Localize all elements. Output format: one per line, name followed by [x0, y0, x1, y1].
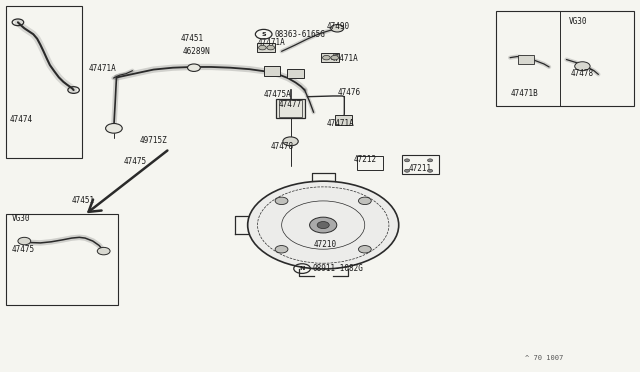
Circle shape: [275, 246, 288, 253]
Bar: [276, 99, 305, 118]
Circle shape: [275, 197, 288, 205]
Bar: [257, 43, 275, 52]
Circle shape: [97, 247, 110, 255]
FancyArrowPatch shape: [88, 151, 168, 212]
Circle shape: [404, 159, 410, 162]
Circle shape: [188, 64, 200, 71]
Text: 08911-1082G: 08911-1082G: [313, 264, 364, 273]
Text: 46289N: 46289N: [183, 47, 211, 56]
Circle shape: [428, 159, 433, 162]
Text: 47471A: 47471A: [88, 64, 116, 73]
Text: 47475: 47475: [12, 246, 35, 254]
Text: 49715Z: 49715Z: [140, 136, 167, 145]
Circle shape: [248, 181, 399, 269]
Bar: [6, 6, 82, 158]
Text: 47490: 47490: [326, 22, 349, 31]
Bar: [357, 156, 383, 170]
Text: 47474: 47474: [10, 115, 33, 124]
Text: N: N: [300, 266, 305, 271]
Text: 47471A: 47471A: [330, 54, 358, 63]
Text: VG30: VG30: [12, 214, 30, 223]
Circle shape: [18, 237, 31, 245]
Text: ^ 70 1007: ^ 70 1007: [525, 355, 563, 361]
Text: 47478: 47478: [571, 69, 594, 78]
Text: 47471A: 47471A: [258, 38, 285, 47]
Bar: [518, 55, 534, 64]
Circle shape: [358, 197, 371, 205]
Circle shape: [310, 217, 337, 233]
Bar: [335, 115, 352, 125]
Circle shape: [331, 25, 344, 32]
Bar: [279, 100, 302, 117]
Text: 47451: 47451: [72, 196, 95, 205]
Bar: [321, 53, 339, 62]
Bar: [496, 11, 634, 106]
Text: 47476: 47476: [338, 88, 361, 97]
Circle shape: [358, 246, 371, 253]
Circle shape: [575, 62, 590, 71]
Text: 47475A: 47475A: [264, 90, 291, 99]
Circle shape: [331, 55, 339, 60]
Text: 47212: 47212: [354, 155, 377, 164]
Bar: [6, 214, 118, 305]
Text: 47211: 47211: [408, 164, 431, 173]
Text: 08363-6165G: 08363-6165G: [275, 30, 325, 39]
Text: 47451: 47451: [181, 34, 204, 43]
Text: 47471B: 47471B: [511, 89, 538, 98]
Circle shape: [283, 137, 298, 146]
Circle shape: [267, 45, 275, 50]
Text: 47478: 47478: [271, 142, 294, 151]
Bar: [287, 69, 304, 78]
Circle shape: [259, 45, 266, 50]
Circle shape: [106, 124, 122, 133]
Bar: [264, 66, 280, 76]
Text: VG30: VG30: [568, 17, 587, 26]
Circle shape: [404, 169, 410, 172]
Text: 47471A: 47471A: [326, 119, 354, 128]
Bar: [402, 155, 439, 174]
Circle shape: [323, 55, 330, 60]
Text: 47475: 47475: [124, 157, 147, 166]
Text: 47210: 47210: [314, 240, 337, 249]
Circle shape: [317, 222, 329, 228]
Text: S: S: [261, 32, 266, 37]
Text: 47477: 47477: [279, 100, 302, 109]
Circle shape: [428, 169, 433, 172]
